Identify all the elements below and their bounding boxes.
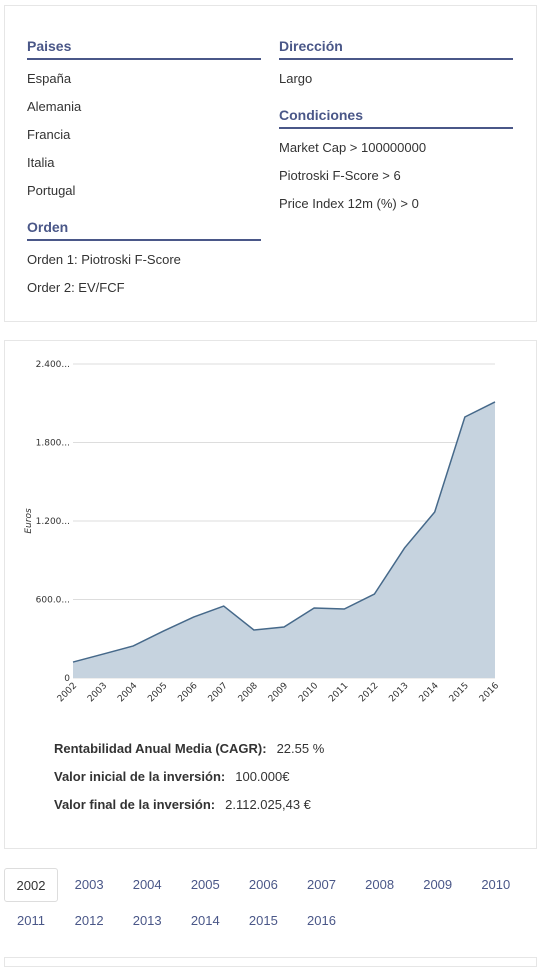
area-line [72, 401, 496, 663]
x-tick-label: 2008 [237, 681, 260, 704]
year-tab[interactable]: 2010 [481, 877, 511, 892]
year-tab[interactable]: 2016 [307, 913, 336, 928]
year-tab[interactable]: 2011 [17, 913, 45, 928]
year-tab[interactable]: 2012 [74, 913, 104, 928]
year-tab[interactable]: 2002 [4, 868, 58, 902]
filter-item: España [27, 71, 72, 86]
x-tick-label: 2014 [418, 681, 441, 704]
x-tick-label: 2011 [327, 681, 350, 704]
y-tick-label: 1.200... [36, 517, 70, 527]
filter-item: Francia [27, 127, 71, 142]
next-card [4, 957, 537, 967]
x-tick-label: 2015 [448, 681, 471, 704]
stat-row: Valor final de la inversión: 2.112.025,43… [54, 797, 311, 812]
section-header: Dirección [279, 38, 513, 60]
filter-item: Largo [279, 71, 313, 86]
y-tick-label: 1.800... [36, 439, 70, 449]
stat-row: Rentabilidad Anual Media (CAGR): 22.55 % [54, 741, 324, 756]
year-tab[interactable]: 2015 [248, 913, 278, 928]
section-header: Paises [27, 38, 261, 60]
x-tick-label: 2016 [478, 681, 501, 704]
area-fill [73, 401, 495, 678]
year-tab[interactable]: 2003 [74, 877, 104, 892]
filter-item: Order 2: EV/FCF [27, 280, 125, 295]
y-tick-label: 0 [64, 674, 70, 684]
filter-item: Alemania [27, 99, 82, 114]
stat-value: 2.112.025,43 € [225, 797, 311, 812]
stat-value: 100.000€ [235, 769, 290, 784]
year-tab[interactable]: 2006 [248, 877, 278, 892]
x-tick-label: 2009 [267, 681, 290, 704]
chart-card: 0 600.0... 1.200... 1.800... 2.400... Euros 20… [4, 340, 537, 849]
filter-item: Piotroski F-Score > 6 [279, 168, 401, 183]
year-tab[interactable]: 2008 [365, 877, 395, 892]
y-tick-label: 600.0... [36, 596, 70, 606]
stat-label: Rentabilidad Anual Media (CAGR): [54, 741, 267, 756]
filter-item: Portugal [27, 183, 76, 198]
x-tick-label: 2007 [207, 681, 230, 704]
x-tick-label: 2002 [56, 681, 79, 704]
y-axis-label: Euros [24, 508, 34, 534]
year-tab[interactable]: 2007 [307, 877, 336, 892]
x-tick-label: 2005 [146, 681, 169, 704]
stat-value: 22.55 % [276, 741, 325, 756]
filter-item: Orden 1: Piotroski F-Score [27, 252, 181, 267]
x-tick-label: 2003 [86, 681, 109, 704]
year-tab[interactable]: 2005 [190, 877, 220, 892]
stat-row: Valor inicial de la inversión: 100.000€ [54, 769, 289, 784]
section-header: Orden [27, 219, 261, 241]
y-tick-label: 2.400... [36, 360, 70, 370]
stat-label: Valor final de la inversión: [54, 797, 216, 812]
chart: 0 600.0... 1.200... 1.800... 2.400... Euros 20… [24, 360, 501, 704]
x-tick-label: 2013 [387, 681, 410, 704]
x-tick-label: 2010 [297, 681, 320, 704]
year-tab[interactable]: 2009 [423, 877, 453, 892]
section-header: Condiciones [279, 107, 513, 129]
filter-item: Italia [27, 155, 55, 170]
year-tab[interactable]: 2004 [132, 877, 162, 892]
x-tick-label: 2006 [176, 681, 199, 704]
filter-item: Price Index 12m (%) > 0 [279, 196, 419, 211]
filter-item: Market Cap > 100000000 [279, 140, 427, 155]
x-tick-label: 2004 [116, 681, 139, 704]
year-tab[interactable]: 2013 [132, 913, 162, 928]
x-tick-label: 2012 [357, 681, 380, 704]
year-tab[interactable]: 2014 [190, 913, 220, 928]
filters-card [4, 5, 537, 322]
stat-label: Valor inicial de la inversión: [54, 769, 226, 784]
